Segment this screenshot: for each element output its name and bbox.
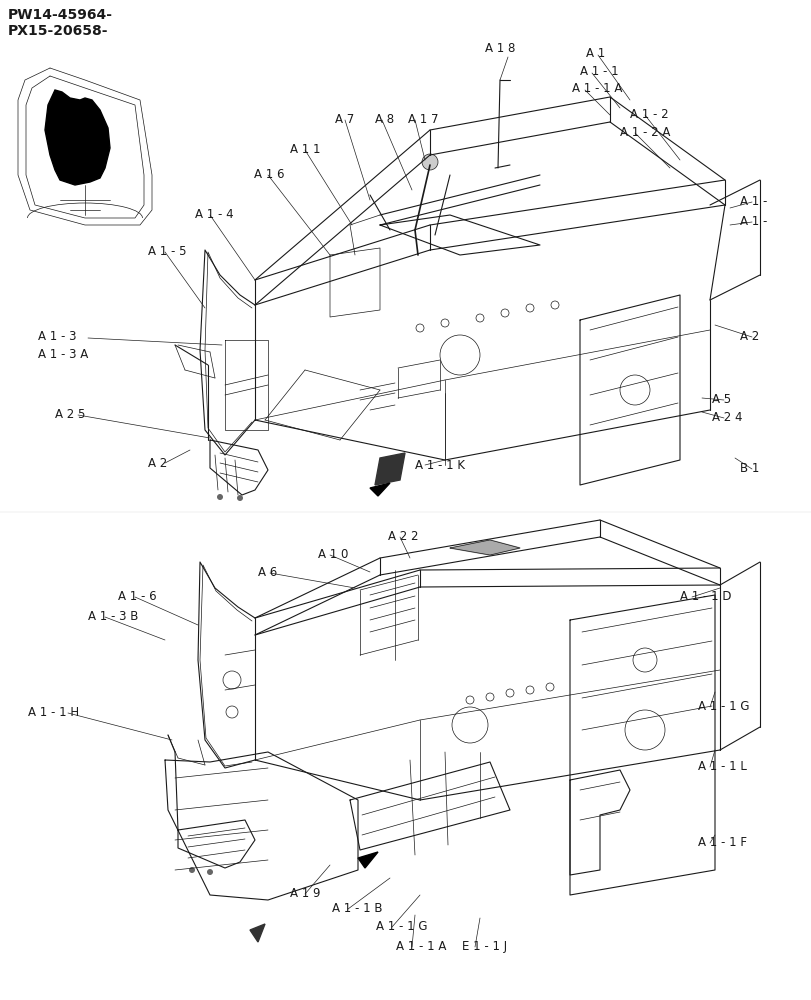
Text: A 1 - 6: A 1 - 6: [118, 590, 157, 603]
Text: A 1 - 1 L: A 1 - 1 L: [697, 760, 746, 773]
Text: A 1 - 1 F: A 1 - 1 F: [697, 836, 746, 849]
Text: A 1 7: A 1 7: [407, 113, 438, 126]
Circle shape: [189, 867, 195, 873]
Polygon shape: [370, 483, 389, 496]
Text: A 1 - 1 H: A 1 - 1 H: [28, 706, 79, 719]
Text: A 1 - 2 A: A 1 - 2 A: [620, 126, 670, 139]
Text: A 1 - 1 B: A 1 - 1 B: [332, 902, 382, 915]
Text: A 1 - 1 A: A 1 - 1 A: [571, 82, 621, 95]
Polygon shape: [375, 453, 405, 485]
Text: A 1 - 2: A 1 - 2: [629, 108, 667, 121]
Circle shape: [237, 495, 242, 501]
Polygon shape: [45, 90, 109, 185]
Polygon shape: [358, 852, 378, 868]
Circle shape: [207, 869, 212, 875]
Text: A 1 0: A 1 0: [318, 548, 348, 561]
Text: A 1 - 1 D: A 1 - 1 D: [679, 590, 731, 603]
Text: A 1 - 1: A 1 - 1: [579, 65, 618, 78]
Text: E 1 - 1 J: E 1 - 1 J: [461, 940, 507, 953]
Text: A 1 - 3: A 1 - 3: [38, 330, 76, 343]
Text: A 5: A 5: [711, 393, 730, 406]
Text: A 1 1: A 1 1: [290, 143, 320, 156]
Text: A 1 - 1 G: A 1 - 1 G: [375, 920, 427, 933]
Text: A 2: A 2: [739, 330, 758, 343]
Text: A 1 -: A 1 -: [739, 195, 766, 208]
Circle shape: [217, 494, 223, 500]
Text: A 1 - 1 K: A 1 - 1 K: [414, 459, 465, 472]
Polygon shape: [449, 540, 519, 555]
Polygon shape: [250, 924, 264, 942]
Text: A 1 - 3 B: A 1 - 3 B: [88, 610, 138, 623]
Text: A 1: A 1: [586, 47, 604, 60]
Text: B 1: B 1: [739, 462, 758, 475]
Text: A 7: A 7: [335, 113, 354, 126]
Text: A 1 8: A 1 8: [484, 42, 514, 55]
Text: A 2: A 2: [148, 457, 167, 470]
Text: A 1 -: A 1 -: [739, 215, 766, 228]
Text: A 2 2: A 2 2: [388, 530, 418, 543]
Text: A 2 5: A 2 5: [55, 408, 85, 421]
Text: A 1 - 1 A: A 1 - 1 A: [396, 940, 446, 953]
Text: A 1 9: A 1 9: [290, 887, 320, 900]
Text: PW14-45964-: PW14-45964-: [8, 8, 113, 22]
Text: A 6: A 6: [258, 566, 277, 579]
Text: A 1 - 5: A 1 - 5: [148, 245, 187, 258]
Text: A 2 4: A 2 4: [711, 411, 741, 424]
Text: PX15-20658-: PX15-20658-: [8, 24, 109, 38]
Circle shape: [422, 154, 437, 170]
Text: A 1 - 1 G: A 1 - 1 G: [697, 700, 749, 713]
Text: A 1 6: A 1 6: [254, 168, 284, 181]
Text: A 1 - 4: A 1 - 4: [195, 208, 234, 221]
Text: A 1 - 3 A: A 1 - 3 A: [38, 348, 88, 361]
Text: A 8: A 8: [375, 113, 393, 126]
